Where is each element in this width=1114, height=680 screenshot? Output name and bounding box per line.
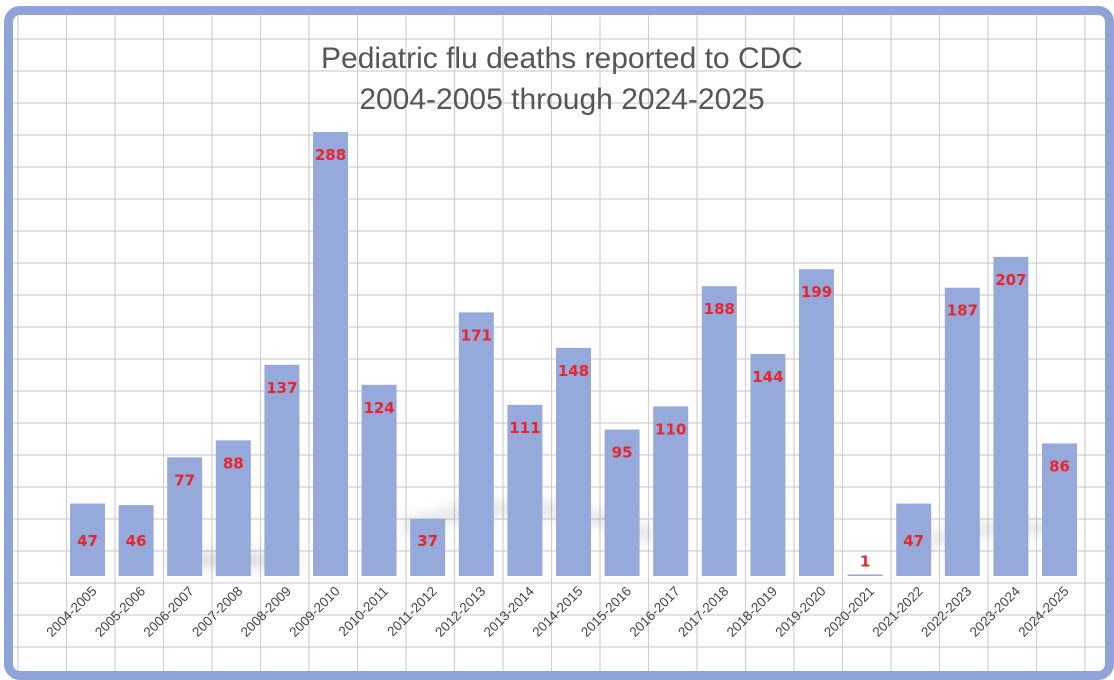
bar-2004-2005 bbox=[70, 503, 105, 576]
bar-2011-2012 bbox=[410, 518, 446, 576]
tick-label-2024-2025: 2024-2025 bbox=[1015, 584, 1071, 640]
value-label-2005-2006: 46 bbox=[126, 532, 147, 550]
bar-2024-2025 bbox=[1042, 443, 1077, 576]
value-label-2011-2012: 37 bbox=[417, 532, 438, 550]
tick-label-2017-2018: 2017-2018 bbox=[675, 584, 731, 640]
tick-label-2014-2015: 2014-2015 bbox=[529, 584, 585, 640]
bar-2014-2015 bbox=[556, 347, 591, 576]
bar-2005-2006 bbox=[118, 505, 154, 576]
bar-2020-2021 bbox=[847, 574, 883, 576]
bar-chart: Pediatric flu deaths reported to CDC 200… bbox=[13, 15, 1105, 671]
bar-2022-2023 bbox=[944, 287, 980, 576]
value-label-2020-2021: 1 bbox=[860, 552, 870, 570]
tick-label-2021-2022: 2021-2022 bbox=[870, 584, 926, 640]
value-label-2004-2005: 47 bbox=[77, 532, 98, 550]
tick-label-2015-2016: 2015-2016 bbox=[578, 584, 634, 640]
bar-2016-2017 bbox=[653, 406, 689, 576]
chart-frame: Pediatric flu deaths reported to CDC 200… bbox=[4, 6, 1114, 680]
bar-2015-2016 bbox=[604, 429, 640, 576]
value-label-2014-2015: 148 bbox=[558, 362, 589, 380]
tick-label-2007-2008: 2007-2008 bbox=[189, 584, 245, 640]
tick-label-2009-2010: 2009-2010 bbox=[286, 584, 342, 640]
bar-2021-2022 bbox=[896, 503, 932, 576]
value-label-2010-2011: 124 bbox=[363, 399, 394, 417]
value-label-2018-2019: 144 bbox=[752, 368, 783, 386]
tick-label-2005-2006: 2005-2006 bbox=[92, 584, 148, 640]
value-label-2007-2008: 88 bbox=[223, 454, 244, 472]
bar-2012-2013 bbox=[458, 312, 494, 576]
value-label-2008-2009: 137 bbox=[266, 379, 297, 397]
value-label-2023-2024: 207 bbox=[995, 271, 1026, 289]
chart-title-line-1: Pediatric flu deaths reported to CDC bbox=[321, 42, 803, 75]
tick-label-2012-2013: 2012-2013 bbox=[432, 584, 488, 640]
bar-2017-2018 bbox=[701, 286, 737, 576]
value-label-2024-2025: 86 bbox=[1049, 457, 1070, 475]
tick-label-2019-2020: 2019-2020 bbox=[772, 584, 828, 640]
bar-2010-2011 bbox=[361, 384, 397, 576]
tick-label-2020-2021: 2020-2021 bbox=[821, 584, 877, 640]
tick-label-2018-2019: 2018-2019 bbox=[724, 584, 780, 640]
chart-title: Pediatric flu deaths reported to CDC 200… bbox=[321, 42, 803, 116]
tick-label-2006-2007: 2006-2007 bbox=[141, 584, 197, 640]
tick-label-2004-2005: 2004-2005 bbox=[43, 584, 99, 640]
tick-label-2016-2017: 2016-2017 bbox=[627, 584, 683, 640]
bar-2006-2007 bbox=[167, 457, 203, 576]
tick-label-2010-2011: 2010-2011 bbox=[336, 584, 392, 640]
value-label-2019-2020: 199 bbox=[801, 283, 832, 301]
value-label-2017-2018: 188 bbox=[704, 300, 735, 318]
value-label-2009-2010: 288 bbox=[315, 146, 346, 164]
tick-label-2011-2012: 2011-2012 bbox=[384, 584, 440, 640]
tick-label-2008-2009: 2008-2009 bbox=[238, 584, 294, 640]
bar-2013-2014 bbox=[507, 404, 543, 576]
chart-title-line-2: 2004-2005 through 2024-2025 bbox=[359, 83, 764, 116]
bar-2019-2020 bbox=[799, 269, 834, 576]
value-label-2015-2016: 95 bbox=[612, 444, 633, 462]
bar-2023-2024 bbox=[993, 256, 1029, 576]
value-label-2013-2014: 111 bbox=[509, 419, 540, 437]
bar-2009-2010 bbox=[313, 132, 348, 576]
x-axis-tick-labels: 2004-20052005-20062006-20072007-20082008… bbox=[43, 583, 1071, 640]
value-label-2012-2013: 171 bbox=[461, 326, 492, 344]
bar-2018-2019 bbox=[750, 354, 786, 576]
bar-2008-2009 bbox=[264, 364, 300, 576]
tick-label-2013-2014: 2013-2014 bbox=[481, 583, 538, 640]
value-label-2021-2022: 47 bbox=[903, 532, 924, 550]
bars bbox=[70, 132, 1077, 576]
value-labels: 47 46 77 88 137 288 124 37 171 111 148 95 110 188 144 1… bbox=[77, 146, 1070, 570]
value-label-2022-2023: 187 bbox=[947, 302, 978, 320]
bar-2007-2008 bbox=[215, 440, 251, 576]
tick-label-2022-2023: 2022-2023 bbox=[918, 584, 974, 640]
value-label-2006-2007: 77 bbox=[174, 471, 195, 489]
value-label-2016-2017: 110 bbox=[655, 420, 686, 438]
tick-label-2023-2024: 2023-2024 bbox=[967, 583, 1024, 640]
